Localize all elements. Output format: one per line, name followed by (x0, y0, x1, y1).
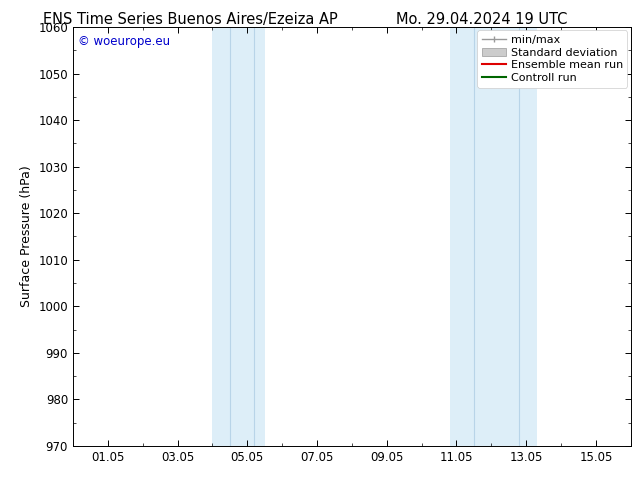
Text: © woeurope.eu: © woeurope.eu (79, 35, 171, 49)
Bar (450, 27, 536, 446)
Legend: min/max, Standard deviation, Ensemble mean run, Controll run: min/max, Standard deviation, Ensemble me… (477, 30, 628, 88)
Y-axis label: Surface Pressure (hPa): Surface Pressure (hPa) (20, 166, 33, 307)
Bar (212, 27, 265, 446)
Text: ENS Time Series Buenos Aires/Ezeiza AP: ENS Time Series Buenos Aires/Ezeiza AP (43, 12, 337, 27)
Text: Mo. 29.04.2024 19 UTC: Mo. 29.04.2024 19 UTC (396, 12, 567, 27)
